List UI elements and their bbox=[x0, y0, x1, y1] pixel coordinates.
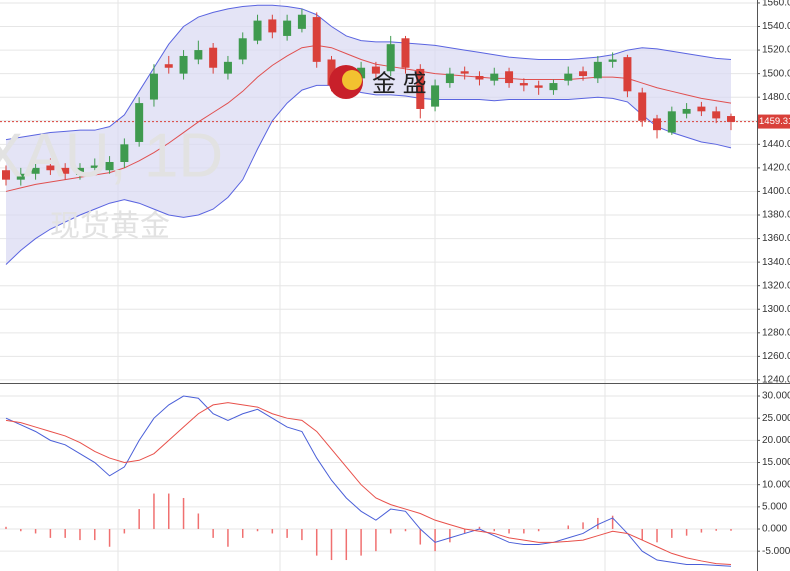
candle-body bbox=[357, 67, 366, 79]
candle-body bbox=[2, 170, 10, 180]
y-tick-label: 1500.0 bbox=[762, 68, 790, 79]
candle-body bbox=[431, 85, 440, 107]
candle-body bbox=[667, 111, 676, 133]
candle-body bbox=[475, 75, 484, 80]
y-tick-label: 1360.0 bbox=[762, 233, 790, 244]
y-tick-label: 1240.0 bbox=[762, 375, 790, 386]
y-tick-label: 1340.0 bbox=[762, 257, 790, 268]
y-tick-label: 25.000 bbox=[762, 413, 790, 424]
y-tick-label: 1440.0 bbox=[762, 139, 790, 150]
candle-body bbox=[209, 47, 218, 68]
y-tick-label: 1320.0 bbox=[762, 280, 790, 291]
candle-body bbox=[164, 64, 173, 68]
y-tick-label: 1380.0 bbox=[762, 210, 790, 221]
candle-body bbox=[534, 85, 543, 88]
candle-body bbox=[268, 19, 277, 33]
candle-body bbox=[490, 73, 499, 81]
candle-body bbox=[638, 92, 647, 121]
watermark-symbol: XAU, 1D bbox=[0, 121, 223, 190]
candle-body bbox=[445, 73, 454, 84]
candle-body bbox=[75, 167, 84, 175]
last-price-label: 1459.31 bbox=[759, 116, 790, 127]
macd-line bbox=[5, 402, 732, 565]
y-tick-label: -5.000 bbox=[762, 546, 790, 557]
y-tick-label: 1480.0 bbox=[762, 92, 790, 103]
y-tick-label: 20.000 bbox=[762, 435, 790, 446]
candle-body bbox=[179, 55, 188, 74]
candle-body bbox=[727, 116, 735, 122]
candle-body bbox=[120, 144, 129, 162]
y-tick-label: 1560.0 bbox=[762, 0, 790, 9]
candle-body bbox=[61, 167, 70, 174]
y-tick-label: 1420.0 bbox=[762, 163, 790, 174]
band-line bbox=[5, 84, 732, 265]
candle-body bbox=[549, 83, 558, 91]
y-tick-label: 5.000 bbox=[762, 501, 787, 512]
y-tick-label: 1520.0 bbox=[762, 45, 790, 56]
candle-body bbox=[593, 61, 602, 79]
y-tick-label: 1400.0 bbox=[762, 186, 790, 197]
candle-body bbox=[386, 44, 395, 72]
candle-body bbox=[327, 59, 336, 86]
candle-body bbox=[312, 17, 321, 62]
candle-body bbox=[416, 68, 425, 109]
candle-body bbox=[579, 71, 588, 76]
y-tick-label: 1540.0 bbox=[762, 21, 790, 32]
candle-body bbox=[149, 73, 158, 100]
candle-body bbox=[519, 83, 528, 86]
band-line bbox=[5, 44, 732, 192]
candle-body bbox=[623, 57, 632, 92]
y-tick-label: 1280.0 bbox=[762, 327, 790, 338]
y-tick-label: 0.000 bbox=[762, 524, 787, 535]
candle-body bbox=[401, 38, 410, 68]
y-tick-label: 15.000 bbox=[762, 457, 790, 468]
candle-body bbox=[283, 20, 292, 36]
candle-body bbox=[105, 161, 114, 171]
candle-body bbox=[90, 165, 99, 168]
candle-body bbox=[194, 50, 203, 60]
candle-body bbox=[682, 108, 691, 114]
candle-body bbox=[697, 106, 706, 112]
candle-body bbox=[297, 14, 306, 29]
candle-body bbox=[31, 167, 40, 174]
y-tick-label: 1260.0 bbox=[762, 351, 790, 362]
y-tick-label: 30.000 bbox=[762, 391, 790, 402]
y-tick-label: 10.000 bbox=[762, 479, 790, 490]
logo: 金 盛 bbox=[329, 65, 427, 99]
y-tick-label: 1300.0 bbox=[762, 304, 790, 315]
band-line bbox=[5, 4, 732, 141]
watermark-name: 现货黄金 bbox=[50, 210, 170, 243]
logo-text: 金 盛 bbox=[372, 70, 427, 97]
last-price-box bbox=[758, 114, 790, 129]
candle-body bbox=[16, 173, 25, 180]
candle-body bbox=[460, 71, 469, 74]
candle-body bbox=[253, 20, 262, 41]
candle-body bbox=[608, 59, 617, 62]
candle-body bbox=[135, 103, 144, 142]
candle-body bbox=[46, 165, 55, 171]
candle-body bbox=[564, 73, 573, 81]
candle-body bbox=[238, 38, 247, 60]
candle-body bbox=[712, 111, 721, 119]
logo-inner bbox=[342, 70, 362, 90]
candle-body bbox=[371, 66, 380, 74]
candle-body bbox=[223, 61, 232, 74]
candle-body bbox=[653, 118, 662, 131]
candle-body bbox=[505, 71, 514, 84]
